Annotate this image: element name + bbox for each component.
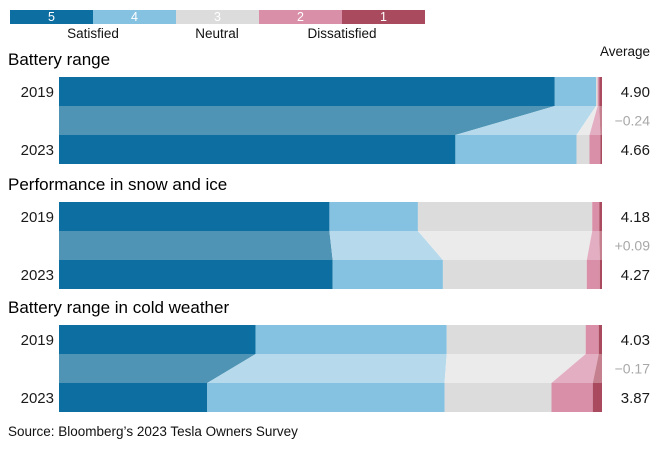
section-title: Performance in snow and ice bbox=[8, 175, 228, 194]
flow-connector-1 bbox=[592, 354, 602, 383]
change-value: −0.17 bbox=[615, 360, 651, 376]
bar-segment-5 bbox=[59, 260, 333, 289]
section-title: Battery range in cold weather bbox=[8, 298, 230, 317]
bar-segment-5 bbox=[59, 77, 555, 106]
flow-connector-4 bbox=[207, 354, 447, 383]
bar-segment-1 bbox=[598, 325, 602, 354]
bar-segment-3 bbox=[417, 202, 593, 231]
bar-segment-3 bbox=[442, 260, 587, 289]
legend-segment-4: 4 bbox=[93, 10, 176, 24]
flow-connector-2 bbox=[551, 354, 599, 383]
legend-group-neutral: Neutral bbox=[195, 26, 239, 41]
bar-segment-3 bbox=[596, 77, 598, 106]
flow-connector-5 bbox=[59, 231, 333, 260]
flow-connector-2 bbox=[586, 231, 600, 260]
section-battery-range-in-cold-weather: Battery range in cold weather 2019 4.03 202… bbox=[0, 298, 660, 412]
section-chart: 2019 4.03 2023 3.87 −0.17 bbox=[21, 325, 651, 412]
bar-segment-5 bbox=[59, 202, 330, 231]
bar-segment-5 bbox=[59, 383, 208, 412]
average-value-2023: 4.66 bbox=[621, 142, 650, 159]
legend-group-dissatisfied: Dissatisfied bbox=[307, 26, 377, 41]
bar-segment-4 bbox=[332, 260, 443, 289]
bar-segment-4 bbox=[207, 383, 445, 412]
bar-segment-1 bbox=[600, 135, 602, 164]
year-label-2019: 2019 bbox=[21, 209, 54, 226]
bar-segment-1 bbox=[592, 383, 602, 412]
flow-connector-2 bbox=[589, 106, 601, 135]
change-value: −0.24 bbox=[615, 112, 651, 128]
bar-segment-4 bbox=[329, 202, 418, 231]
source-note: Source: Bloomberg’s 2023 Tesla Owners Su… bbox=[8, 424, 298, 439]
year-label-2019: 2019 bbox=[21, 332, 54, 349]
flow-connector-4 bbox=[329, 231, 443, 260]
bar-segment-1 bbox=[599, 77, 602, 106]
section-performance-in-snow-and-ice: Performance in snow and ice 2019 4.18 2023 4… bbox=[0, 175, 660, 289]
year-label-2023: 2023 bbox=[21, 390, 54, 407]
average-value-2019: 4.18 bbox=[621, 209, 650, 226]
flow-connector-1 bbox=[599, 231, 602, 260]
bar-segment-2 bbox=[586, 260, 600, 289]
flow-connector-5 bbox=[59, 354, 256, 383]
year-label-2023: 2023 bbox=[21, 142, 54, 159]
bar-segment-3 bbox=[446, 325, 586, 354]
average-value-2023: 4.27 bbox=[621, 267, 650, 284]
legend-segment-5: 5 bbox=[10, 10, 93, 24]
bar-segment-4 bbox=[554, 77, 597, 106]
flow-connector-3 bbox=[444, 354, 586, 383]
flow-connector-4 bbox=[455, 106, 597, 135]
section-battery-range: Battery range 2019 4.90 2023 4.66 −0.24 bbox=[0, 50, 660, 164]
bar-segment-4 bbox=[455, 135, 577, 164]
bar-segment-1 bbox=[599, 260, 602, 289]
average-value-2019: 4.03 bbox=[621, 332, 650, 349]
section-title: Battery range bbox=[8, 50, 111, 69]
section-chart: 2019 4.18 2023 4.27 +0.09 bbox=[21, 202, 651, 289]
average-value-2019: 4.90 bbox=[621, 84, 650, 101]
bar-segment-2 bbox=[592, 202, 600, 231]
flow-connector-1 bbox=[599, 106, 602, 135]
bar-segment-2 bbox=[551, 383, 593, 412]
bar-segment-5 bbox=[59, 325, 256, 354]
legend-group-satisfied: Satisfied bbox=[67, 26, 119, 41]
legend-segment-2: 2 bbox=[259, 10, 342, 24]
average-value-2023: 3.87 bbox=[621, 390, 650, 407]
bar-segment-3 bbox=[444, 383, 552, 412]
flow-connector-3 bbox=[417, 231, 593, 260]
bar-segment-4 bbox=[255, 325, 447, 354]
bar-segment-2 bbox=[597, 77, 600, 106]
year-label-2019: 2019 bbox=[21, 84, 54, 101]
legend-segment-3: 3 bbox=[176, 10, 259, 24]
year-label-2023: 2023 bbox=[21, 267, 54, 284]
bar-segment-2 bbox=[589, 135, 601, 164]
bar-segment-5 bbox=[59, 135, 456, 164]
change-value: +0.09 bbox=[615, 237, 651, 253]
bar-segment-2 bbox=[585, 325, 599, 354]
flow-connector-5 bbox=[59, 106, 555, 135]
rating-legend-group-labels: Satisfied Neutral Dissatisfied bbox=[0, 26, 660, 42]
bar-segment-1 bbox=[599, 202, 602, 231]
section-chart: 2019 4.90 2023 4.66 −0.24 bbox=[21, 77, 651, 164]
average-column-header: Average bbox=[599, 44, 650, 59]
flow-connector-3 bbox=[576, 106, 598, 135]
legend-segment-1: 1 bbox=[342, 10, 425, 24]
bar-segment-3 bbox=[576, 135, 590, 164]
